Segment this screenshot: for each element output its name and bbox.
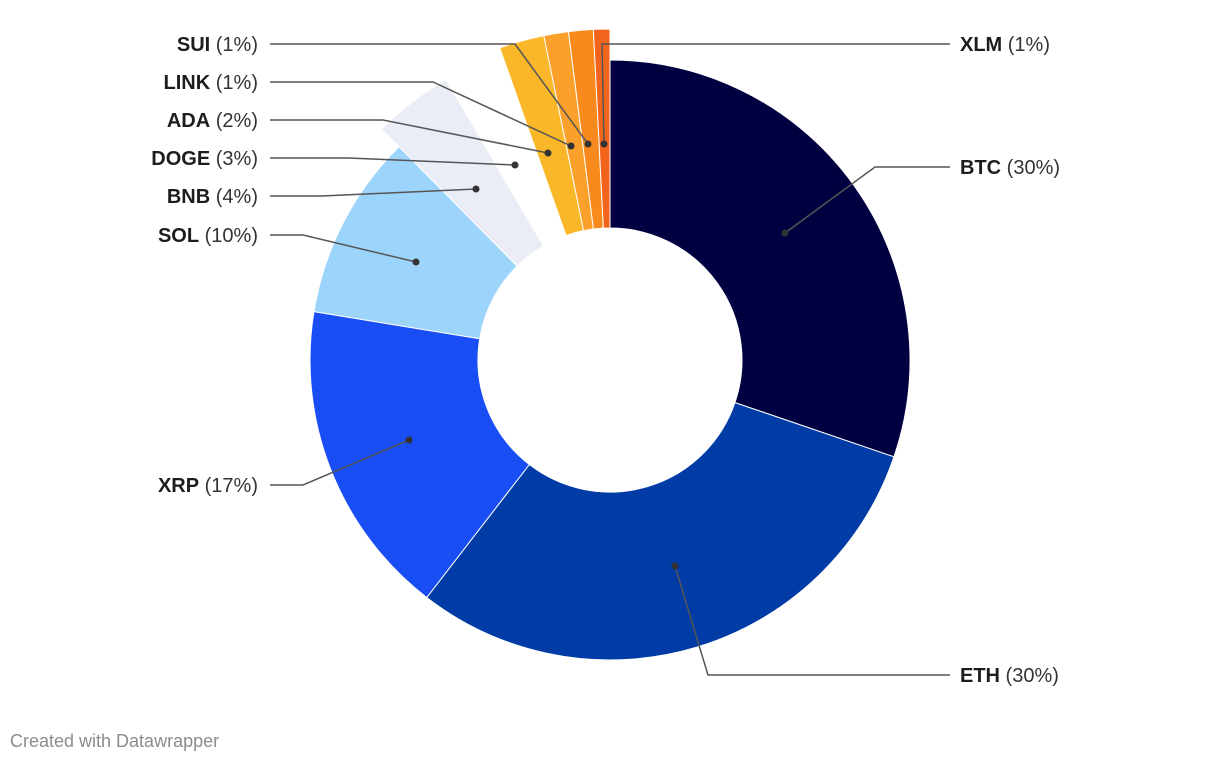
leader-line-link xyxy=(270,81,572,147)
label-percent: (10%) xyxy=(199,225,258,247)
label-name: BNB xyxy=(167,186,210,208)
leader-line-ada xyxy=(270,119,549,154)
label-sui: SUI (1%) xyxy=(177,34,258,56)
label-name: XLM xyxy=(960,34,1002,56)
credit-footer: Created with Datawrapper xyxy=(10,731,220,751)
label-doge: DOGE (3%) xyxy=(151,148,258,170)
leader-line-sui xyxy=(270,43,589,145)
slice-labels: BTC (30%)ETH (30%)XRP (17%)SOL (10%)BNB … xyxy=(151,34,1060,687)
leader-dot-eth xyxy=(671,562,679,570)
label-ada: ADA (2%) xyxy=(167,110,258,132)
leader-line-btc xyxy=(784,166,950,234)
label-name: ADA xyxy=(167,110,210,132)
leader-line-eth xyxy=(674,565,950,676)
leader-dot-bnb xyxy=(472,185,480,193)
label-name: SOL xyxy=(158,225,199,247)
leader-line-sol xyxy=(270,234,417,263)
leader-dot-xlm xyxy=(600,140,608,148)
slice-xrp xyxy=(309,311,531,599)
slices xyxy=(309,28,911,661)
label-link: LINK (1%) xyxy=(164,72,258,94)
slice-xlm xyxy=(592,28,611,229)
label-percent: (3%) xyxy=(210,148,258,170)
label-name: XRP xyxy=(158,475,199,497)
label-percent: (30%) xyxy=(1001,157,1060,179)
leader-dot-btc xyxy=(781,229,789,237)
label-bnb: BNB (4%) xyxy=(167,186,258,208)
label-percent: (17%) xyxy=(199,475,258,497)
label-name: ETH xyxy=(960,665,1000,687)
label-percent: (4%) xyxy=(210,186,258,208)
leader-dot-link xyxy=(567,142,575,150)
slice-btc xyxy=(609,59,911,458)
label-name: DOGE xyxy=(151,148,210,170)
leader-line-doge xyxy=(270,157,516,166)
label-sol: SOL (10%) xyxy=(158,225,258,247)
slice-eth xyxy=(426,401,895,661)
label-percent: (1%) xyxy=(210,34,258,56)
label-xrp: XRP (17%) xyxy=(158,475,258,497)
label-percent: (1%) xyxy=(210,72,258,94)
label-percent: (30%) xyxy=(1000,665,1059,687)
leader-dot-doge xyxy=(511,161,519,169)
label-eth: ETH (30%) xyxy=(960,665,1059,687)
leader-line-bnb xyxy=(270,188,477,197)
label-xlm: XLM (1%) xyxy=(960,34,1050,56)
label-btc: BTC (30%) xyxy=(960,157,1060,179)
leader-dot-ada xyxy=(544,149,552,157)
label-name: LINK xyxy=(164,72,211,94)
leader-dot-xrp xyxy=(405,436,413,444)
leader-dot-sui xyxy=(584,140,592,148)
leader-line-xrp xyxy=(270,439,410,486)
label-percent: (1%) xyxy=(1002,34,1050,56)
leader-dot-sol xyxy=(412,258,420,266)
label-name: SUI xyxy=(177,34,210,56)
label-name: BTC xyxy=(960,157,1001,179)
leader-line-xlm xyxy=(601,43,950,145)
label-percent: (2%) xyxy=(210,110,258,132)
